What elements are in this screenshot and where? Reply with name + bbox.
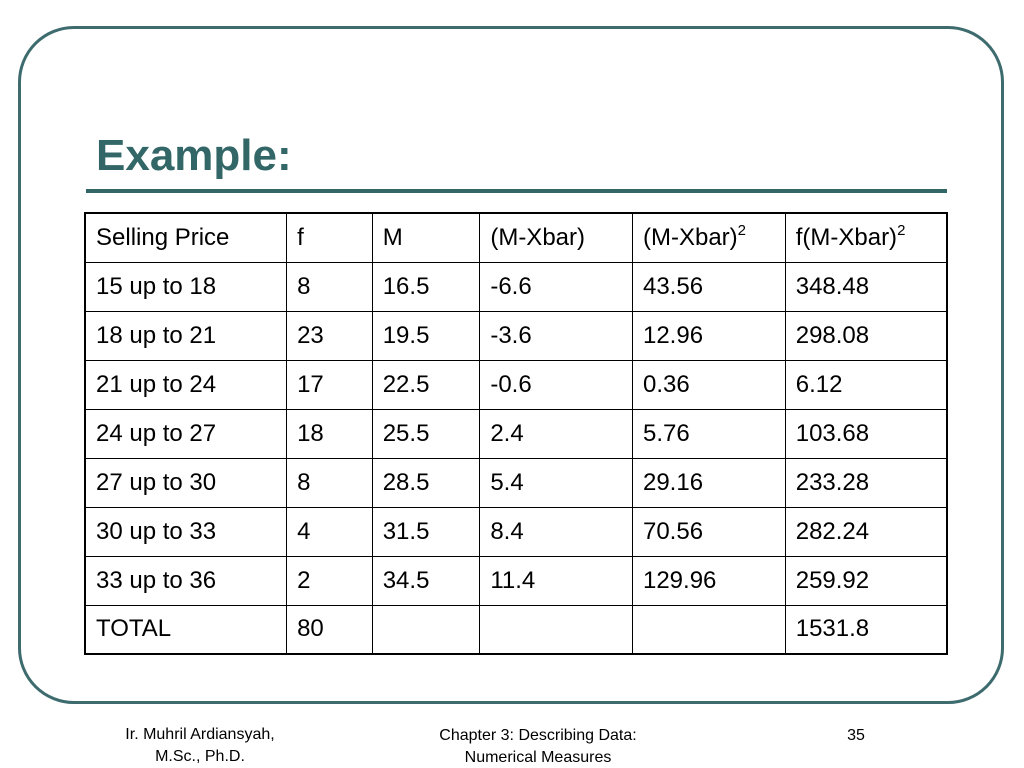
column-header: Selling Price (84, 212, 288, 263)
footer-page-number: 35 (847, 727, 865, 744)
table-cell: -3.6 (479, 310, 633, 361)
table-cell: 22.5 (371, 359, 481, 410)
table-cell: 233.28 (784, 457, 948, 508)
column-header: f(M-Xbar)2 (784, 212, 948, 263)
column-header: f (286, 212, 373, 263)
table-cell: 29.16 (631, 457, 786, 508)
table-cell: 8 (286, 457, 373, 508)
table-cell: TOTAL (84, 604, 288, 655)
table-row: 24 up to 27 18 25.5 2.4 5.76 103.68 (84, 408, 948, 459)
data-table: Selling Price f M (M-Xbar) (M-Xbar)2 f(M-Xbar… (84, 212, 948, 655)
table-cell: 2 (286, 555, 373, 606)
table-cell: 18 up to 21 (84, 310, 288, 361)
table-cell: 19.5 (371, 310, 481, 361)
table-row: 33 up to 36 2 34.5 11.4 129.96 259.92 (84, 555, 948, 606)
table-cell: 6.12 (784, 359, 948, 410)
table-cell: 282.24 (784, 506, 948, 557)
column-header-superscript: 2 (897, 221, 906, 239)
table-cell: 18 (286, 408, 373, 459)
table-row: 27 up to 30 8 28.5 5.4 29.16 233.28 (84, 457, 948, 508)
table-body: Selling Price f M (M-Xbar) (M-Xbar)2 f(M-Xbar… (84, 212, 948, 655)
table-cell: 21 up to 24 (84, 359, 288, 410)
footer-chapter-line2: Numerical Measures (464, 749, 612, 766)
column-header-text: f(M-Xbar) (795, 223, 898, 251)
table-row: TOTAL 80 1531.8 (84, 604, 948, 655)
column-header: (M-Xbar)2 (631, 212, 786, 263)
table-cell: 23 (286, 310, 373, 361)
slide-title: Example: (96, 131, 292, 180)
table-cell: -0.6 (479, 359, 633, 410)
table-cell: 298.08 (784, 310, 948, 361)
table-cell: 16.5 (371, 261, 481, 312)
table-cell: 4 (286, 506, 373, 557)
table-cell (371, 604, 481, 655)
table-cell: 5.4 (479, 457, 633, 508)
table-cell: 5.76 (631, 408, 786, 459)
footer-author-line1: Ir. Muhril Ardiansyah, (125, 726, 275, 743)
column-header-text: f (297, 223, 304, 251)
footer-chapter-line1: Chapter 3: Describing Data: (439, 727, 637, 744)
table-cell: 103.68 (784, 408, 948, 459)
table-cell: 129.96 (631, 555, 786, 606)
footer-author-line2: M.Sc., Ph.D. (155, 748, 245, 765)
table-cell: 30 up to 33 (84, 506, 288, 557)
table-cell: 8.4 (479, 506, 633, 557)
table-cell: 2.4 (479, 408, 633, 459)
table-cell: 31.5 (371, 506, 481, 557)
table-cell: 80 (286, 604, 373, 655)
table-cell (631, 604, 786, 655)
table-cell: 34.5 (371, 555, 481, 606)
table-cell: 17 (286, 359, 373, 410)
title-underline (86, 189, 947, 193)
table-cell (479, 604, 633, 655)
table-cell: 33 up to 36 (84, 555, 288, 606)
table-cell: 15 up to 18 (84, 261, 288, 312)
column-header-text: (M-Xbar) (642, 223, 738, 251)
table-cell: 11.4 (479, 555, 633, 606)
column-header: (M-Xbar) (479, 212, 633, 263)
table-row: 21 up to 24 17 22.5 -0.6 0.36 6.12 (84, 359, 948, 410)
footer-chapter: Chapter 3: Describing Data: Numerical Me… (388, 725, 688, 768)
footer-author: Ir. Muhril Ardiansyah, M.Sc., Ph.D. (100, 724, 300, 768)
table-cell: 1531.8 (784, 604, 948, 655)
table-cell: 28.5 (371, 457, 481, 508)
table-row: 18 up to 21 23 19.5 -3.6 12.96 298.08 (84, 310, 948, 361)
table-cell: 0.36 (631, 359, 786, 410)
table-cell: 348.48 (784, 261, 948, 312)
table-header-row: Selling Price f M (M-Xbar) (M-Xbar)2 f(M-Xbar… (84, 212, 948, 263)
table-cell: 70.56 (631, 506, 786, 557)
slide-frame (18, 26, 1004, 704)
table-cell: 24 up to 27 (84, 408, 288, 459)
column-header-superscript: 2 (737, 221, 746, 239)
table-cell: -6.6 (479, 261, 633, 312)
table-row: 30 up to 33 4 31.5 8.4 70.56 282.24 (84, 506, 948, 557)
column-header: M (371, 212, 481, 263)
column-header-text: (M-Xbar) (490, 223, 585, 251)
table-cell: 12.96 (631, 310, 786, 361)
column-header-text: Selling Price (96, 223, 230, 251)
table-row: 15 up to 18 8 16.5 -6.6 43.56 348.48 (84, 261, 948, 312)
table-cell: 27 up to 30 (84, 457, 288, 508)
table-cell: 25.5 (371, 408, 481, 459)
column-header-text: M (382, 223, 403, 251)
table-cell: 259.92 (784, 555, 948, 606)
table-cell: 43.56 (631, 261, 786, 312)
table-cell: 8 (286, 261, 373, 312)
